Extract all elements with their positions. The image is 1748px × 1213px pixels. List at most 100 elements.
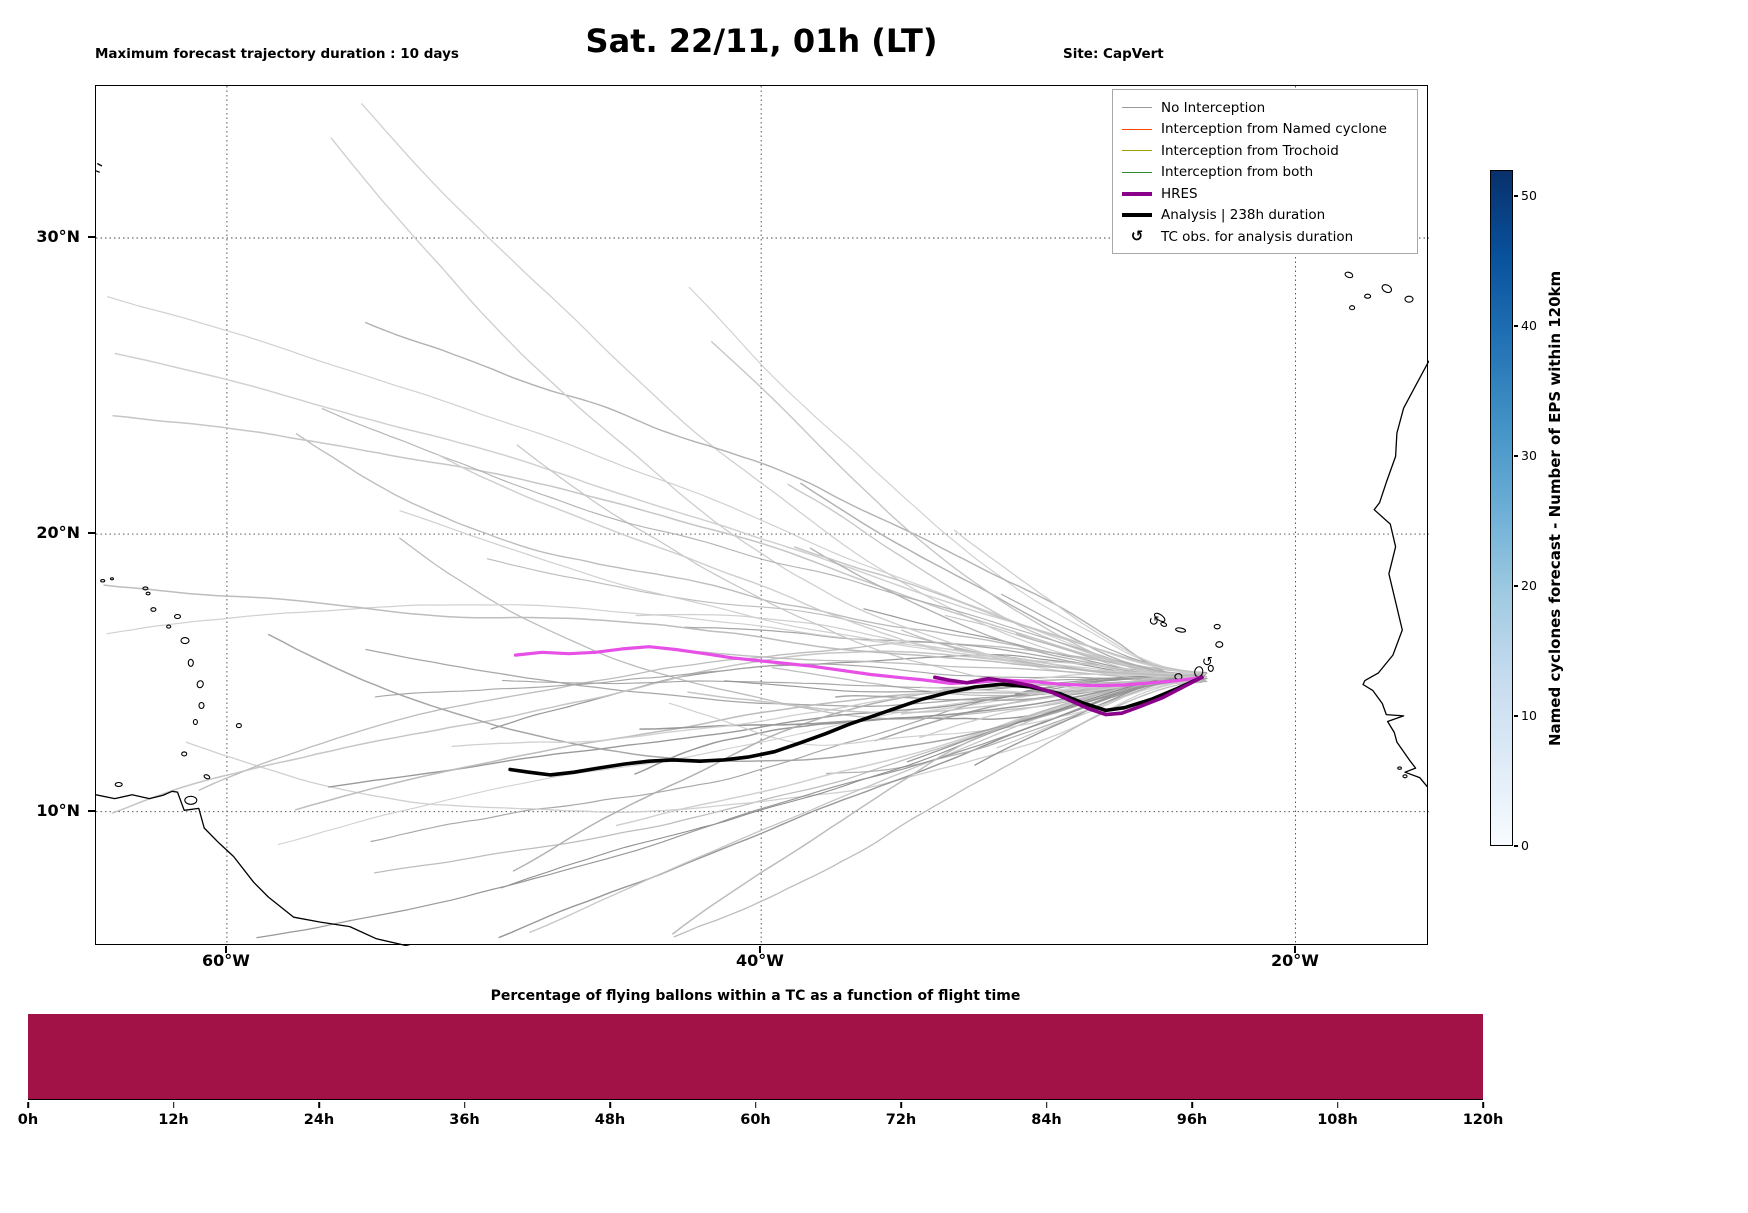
axis-tick [88, 810, 95, 812]
island-tobago [203, 774, 211, 780]
legend-line-swatch [1122, 171, 1152, 173]
time-axis-tick [1336, 1101, 1339, 1108]
legend-item-label: Interception from Named cyclone [1161, 121, 1387, 138]
colorbar-tick-label: 30 [1521, 448, 1537, 463]
legend-item: Analysis | 238h duration [1122, 205, 1408, 227]
time-axis-tick [463, 1101, 466, 1108]
eps-trajectory [267, 633, 1207, 762]
colorbar-ticks: 0 10 20 30 40 50 [1490, 170, 1560, 852]
lat-label-10n: 10°N [36, 801, 80, 820]
eps-trajectory [529, 676, 1205, 934]
island-montserrat [166, 624, 172, 629]
colorbar-tick [1514, 845, 1518, 847]
axis-tick [759, 946, 761, 953]
time-axis-tick [754, 1101, 757, 1108]
eps-trajectory [103, 584, 1204, 677]
tc-percentage-bar [28, 1014, 1483, 1100]
legend-item: Interception from Trochoid [1122, 140, 1408, 162]
tc-obs-marker: ↺ [1148, 615, 1159, 630]
colorbar-tick-label: 0 [1521, 838, 1529, 853]
legend-line-swatch [1122, 191, 1152, 196]
eps-trajectory [906, 677, 1208, 763]
legend-line-swatch [1122, 213, 1152, 218]
eps-trajectory [185, 678, 1201, 813]
legend-item: HRES [1122, 183, 1408, 205]
island-virgin-is-2 [109, 577, 115, 581]
island-st-barth [145, 591, 151, 596]
island-sao-vicente [1160, 621, 1168, 627]
eps-trajectory [256, 674, 1206, 939]
legend-item-label: No Interception [1161, 99, 1266, 116]
site-text: Site: CapVert [1063, 46, 1164, 62]
eps-trajectory [711, 341, 1201, 681]
eps-trajectory [112, 415, 1199, 674]
legend-item: ↺ TC obs. for analysis duration [1122, 226, 1408, 248]
legend-line-swatch [1122, 128, 1152, 130]
legend-line-swatch [1122, 150, 1152, 152]
colorbar-tick-label: 20 [1521, 578, 1537, 593]
eps-trajectory [328, 672, 1206, 788]
coastlines [96, 162, 1429, 946]
grid-lines [96, 86, 1429, 946]
time-axis-label: 120h [1462, 1112, 1504, 1128]
time-axis-tick [1191, 1101, 1193, 1108]
eps-trajectory [512, 677, 1204, 872]
colorbar-tick [1514, 325, 1518, 327]
legend-item: Interception from both [1122, 162, 1408, 184]
bottom-chart-title: Percentage of flying ballons within a TC… [490, 988, 1021, 1004]
eps-trajectory [498, 676, 1199, 939]
colorbar-tick-label: 40 [1521, 318, 1537, 333]
bermuda-mark-2 [96, 170, 100, 173]
time-axis-tick [318, 1101, 320, 1108]
map-legend: No Interception Interception from Named c… [1112, 89, 1418, 254]
eps-trajectory [953, 529, 1203, 676]
time-axis-label: 48h [594, 1112, 626, 1128]
eps-trajectory [277, 679, 1207, 846]
colorbar-label: Named cyclones forecast - Number of EPS … [1546, 270, 1564, 746]
bermuda-mark-1 [96, 162, 103, 167]
time-axis-tick [609, 1101, 611, 1108]
eps-trajectory [321, 408, 1198, 677]
time-axis-label: 60h [740, 1112, 771, 1128]
eps-trajectory [500, 672, 1207, 889]
colorbar-tick [1514, 585, 1518, 587]
eps-trajectory [370, 671, 1206, 843]
time-axis-tick [172, 1101, 175, 1108]
time-axis-label: 12h [158, 1112, 189, 1128]
colorbar-tick [1514, 195, 1518, 197]
island-guadeloupe [180, 637, 190, 645]
tc-obs-markers: ↺↺ [1148, 615, 1212, 670]
island-st-kitts [150, 607, 157, 612]
island-martinique [196, 680, 204, 689]
colorbar-gradient [1490, 170, 1513, 846]
legend-item-label: Analysis | 238h duration [1161, 207, 1326, 224]
island-st-vincent [192, 718, 198, 726]
eps-trajectory [688, 286, 1198, 675]
island-dominica [187, 658, 194, 667]
island-sal [1213, 623, 1221, 630]
ensemble-trajectories [103, 103, 1208, 939]
island-el-hierro [1349, 305, 1356, 311]
lon-label-20w: 20°W [1271, 951, 1319, 970]
time-axis-label: 36h [449, 1112, 480, 1128]
eps-trajectory [794, 546, 1203, 674]
island-margarita [114, 781, 123, 788]
axis-tick [1294, 946, 1296, 953]
eps-trajectory [668, 679, 1198, 746]
legend-item: Interception from Named cyclone [1122, 119, 1408, 141]
max-duration-text: Maximum forecast trajectory duration : 1… [95, 46, 459, 62]
bottom-chart-axis: 0h 12h 24h 36h 48h 60h 72h 84h 96h 108h 120h [18, 1100, 1503, 1145]
island-maio [1207, 664, 1214, 672]
island-antigua [173, 613, 182, 620]
legend-item: No Interception [1122, 97, 1408, 119]
africa-west-coast [1362, 360, 1429, 788]
time-axis-tick [900, 1101, 902, 1108]
eps-trajectory [825, 675, 1201, 775]
lat-label-20n: 20°N [36, 523, 80, 542]
trajectory-map: ↺ ↺ No Interception Interception from Name… [95, 85, 1429, 946]
track-hres [933, 675, 1204, 717]
axis-tick [88, 532, 95, 534]
island-st-lucia [198, 701, 205, 710]
south-america-coast [96, 790, 411, 946]
island-grenada [181, 751, 188, 757]
